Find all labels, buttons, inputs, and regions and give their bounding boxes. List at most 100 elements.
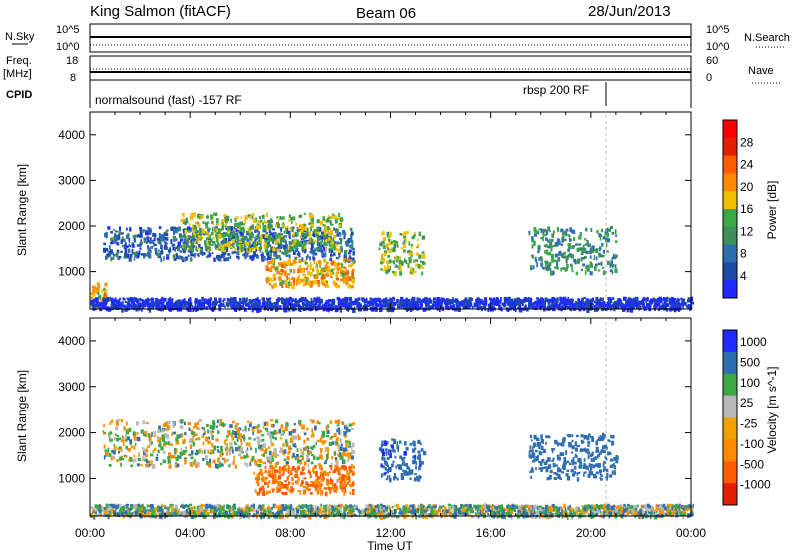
echo-cell xyxy=(296,282,298,286)
echo-cell xyxy=(318,480,320,483)
echo-cell xyxy=(192,229,194,232)
echo-cell xyxy=(614,465,616,469)
echo-cell xyxy=(293,233,295,237)
echo-cell xyxy=(642,306,644,309)
echo-cell xyxy=(436,306,439,310)
echo-cell xyxy=(600,451,602,455)
echo-cell xyxy=(389,242,391,245)
echo-cell xyxy=(286,444,288,448)
echo-cell xyxy=(553,472,556,475)
echo-cell xyxy=(126,439,128,443)
echo-cell xyxy=(301,297,305,301)
echo-cell xyxy=(387,465,389,467)
echo-cell xyxy=(598,263,601,265)
echo-cell xyxy=(163,298,166,302)
echo-cell xyxy=(303,489,305,493)
echo-cell xyxy=(562,235,564,238)
echo-cell xyxy=(239,433,242,437)
echo-cell xyxy=(585,300,587,303)
echo-cell xyxy=(456,302,459,305)
echo-cell xyxy=(587,303,589,308)
echo-cell xyxy=(615,229,617,234)
echo-cell xyxy=(212,420,215,424)
echo-cell xyxy=(396,299,399,302)
echo-cell xyxy=(406,260,408,264)
echo-cell xyxy=(399,441,401,444)
echo-cell xyxy=(252,213,254,216)
echo-cell xyxy=(182,439,185,443)
echo-cell xyxy=(423,262,426,264)
echo-cell xyxy=(128,244,130,247)
echo-cell xyxy=(338,249,341,253)
echo-cell xyxy=(327,479,329,483)
echo-cell xyxy=(173,422,175,427)
echo-cell xyxy=(564,302,567,305)
echo-cell xyxy=(114,444,116,446)
echo-cell xyxy=(302,228,305,230)
echo-cell xyxy=(219,451,222,453)
echo-cell xyxy=(407,231,409,234)
echo-cell xyxy=(608,300,610,304)
echo-cell xyxy=(342,452,345,456)
echo-cell xyxy=(302,451,304,456)
echo-cell xyxy=(197,239,200,243)
echo-cell xyxy=(594,475,597,478)
echo-cell xyxy=(165,433,167,437)
echo-cell xyxy=(190,444,192,449)
echo-cell xyxy=(277,299,280,301)
echo-cell xyxy=(327,218,330,220)
echo-cell xyxy=(203,433,206,436)
echo-cell xyxy=(247,247,249,250)
echo-cell xyxy=(337,461,339,465)
echo-cell xyxy=(157,253,160,257)
echo-cell xyxy=(590,248,594,251)
echo-cell xyxy=(570,264,573,267)
echo-cell xyxy=(158,250,160,252)
echo-cell xyxy=(259,247,262,249)
echo-cell xyxy=(328,215,330,218)
echo-cell xyxy=(166,243,168,245)
echo-cell xyxy=(549,269,551,271)
echo-cell xyxy=(283,471,285,476)
echo-cell xyxy=(338,449,340,452)
echo-cell xyxy=(298,280,302,285)
echo-cell xyxy=(160,245,163,249)
echo-cell xyxy=(594,301,596,303)
echo-cell xyxy=(105,299,107,304)
echo-cell xyxy=(334,235,336,239)
echo-cell xyxy=(134,458,136,462)
echo-cell xyxy=(408,263,410,268)
echo-cell xyxy=(174,455,176,459)
echo-cell xyxy=(385,467,387,471)
echo-cell xyxy=(579,247,582,250)
echo-cell xyxy=(315,442,317,445)
echo-cell xyxy=(103,433,105,435)
echo-cell xyxy=(202,215,204,218)
echo-cell xyxy=(355,301,358,304)
echo-cell xyxy=(325,253,327,258)
echo-cell xyxy=(338,427,340,431)
echo-cell xyxy=(314,248,317,251)
freq-bottom-tick: 8 xyxy=(70,72,76,84)
echo-cell xyxy=(183,244,185,248)
echo-cell xyxy=(227,242,229,247)
echo-cell xyxy=(211,431,213,435)
echo-cell xyxy=(284,480,287,482)
echo-cell xyxy=(198,235,201,239)
echo-cell xyxy=(326,435,329,437)
echo-cell xyxy=(319,422,321,424)
echo-cell xyxy=(237,240,239,243)
echo-cell xyxy=(255,489,257,493)
echo-cell xyxy=(242,227,244,230)
echo-cell xyxy=(311,298,313,301)
echo-cell xyxy=(207,246,210,249)
echo-cell xyxy=(227,226,230,231)
echo-cell xyxy=(395,465,397,468)
echo-cell xyxy=(318,282,321,287)
echo-cell xyxy=(295,223,297,227)
echo-cell xyxy=(218,255,221,257)
echo-cell xyxy=(324,471,326,476)
echo-cell xyxy=(297,434,299,437)
echo-cell xyxy=(272,452,274,456)
echo-cell xyxy=(105,289,108,292)
